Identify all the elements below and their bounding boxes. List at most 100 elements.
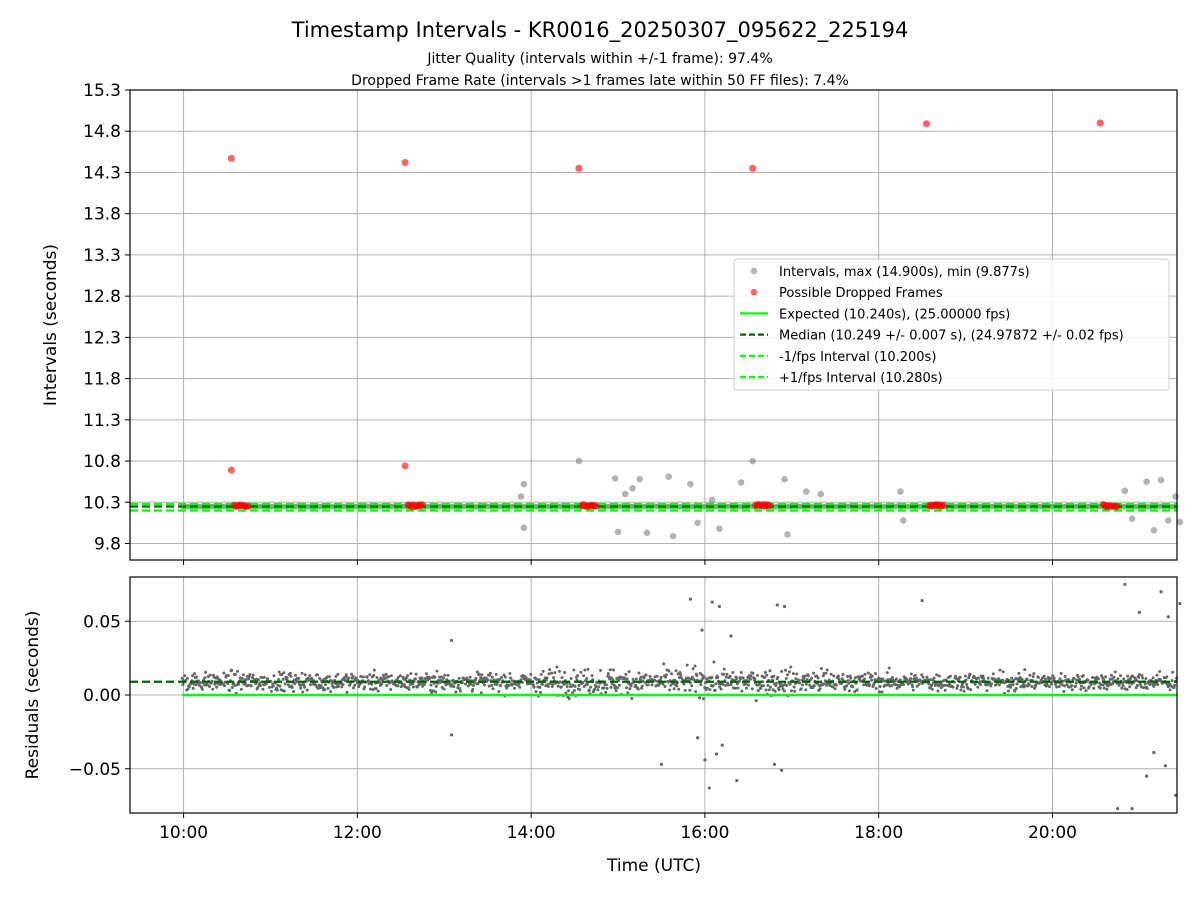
residual-point — [395, 678, 399, 682]
residual-point — [959, 688, 963, 692]
residual-point — [428, 676, 432, 680]
residual-point — [644, 673, 648, 677]
residual-point — [293, 682, 297, 686]
residual-point — [694, 689, 698, 693]
residual-point — [928, 678, 932, 682]
residual-point — [951, 685, 955, 689]
residual-point — [774, 684, 778, 688]
residual-point — [563, 671, 567, 675]
top-y-tick-label: 13.8 — [83, 205, 121, 225]
residual-point — [336, 672, 340, 676]
residual-point — [976, 676, 980, 680]
residual-point — [334, 674, 338, 678]
residual-point — [1156, 682, 1160, 686]
residual-point — [1143, 682, 1147, 686]
residual-point — [855, 688, 859, 692]
residual-point — [359, 674, 363, 678]
residual-point — [634, 683, 638, 687]
interval-outlier-point — [520, 524, 528, 532]
residual-point — [894, 677, 898, 681]
residual-point — [786, 673, 790, 677]
residual-point — [725, 672, 729, 676]
residual-point — [1091, 676, 1095, 680]
residual-point — [380, 678, 384, 682]
residual-point — [1062, 689, 1066, 693]
residual-point — [1081, 673, 1085, 677]
residual-point — [608, 668, 612, 672]
residual-point — [637, 671, 641, 675]
residual-point — [248, 673, 252, 677]
residual-point — [579, 670, 583, 674]
residual-point — [303, 685, 307, 689]
residual-point — [847, 681, 851, 685]
residual-point — [433, 675, 437, 679]
residual-point — [411, 685, 415, 689]
residual-point — [578, 688, 582, 692]
residual-point — [602, 686, 606, 690]
residual-point — [375, 676, 379, 680]
residual-point — [798, 681, 802, 685]
top-panel-data — [130, 119, 1184, 540]
residual-point — [352, 686, 356, 690]
residual-point — [890, 675, 894, 679]
residual-point — [1010, 676, 1014, 680]
residual-point — [685, 663, 689, 667]
residual-point — [269, 679, 273, 683]
residual-point — [1125, 687, 1129, 691]
legend-label: Median (10.249 +/- 0.007 s), (24.97872 +… — [779, 329, 1124, 344]
residual-point — [784, 676, 788, 680]
residual-point — [920, 673, 924, 677]
residual-point — [226, 673, 230, 677]
residual-point — [558, 680, 562, 684]
residual-point — [868, 683, 872, 687]
residual-point — [191, 686, 195, 690]
residual-point — [409, 672, 413, 676]
residual-point — [380, 682, 384, 686]
residual-point — [728, 674, 732, 678]
residual-point — [986, 676, 990, 680]
residual-point — [596, 688, 600, 692]
residual-point — [841, 673, 845, 677]
residual-point — [535, 677, 539, 681]
residual-point — [507, 684, 511, 688]
x-tick-label: 18:00 — [854, 823, 903, 843]
residual-point — [278, 684, 282, 688]
residual-point — [198, 681, 202, 685]
residual-point — [193, 672, 197, 676]
legend-label: Expected (10.240s), (25.00000 fps) — [779, 307, 1010, 322]
residual-point — [1082, 686, 1086, 690]
residual-point — [236, 669, 240, 673]
residual-point — [294, 673, 298, 677]
residual-point — [1128, 685, 1132, 689]
residual-point — [1061, 679, 1065, 683]
residual-point — [773, 689, 777, 693]
residual-point — [825, 668, 829, 672]
residual-point — [768, 669, 772, 673]
residual-point — [314, 683, 318, 687]
interval-outlier-point — [694, 519, 701, 527]
residual-point — [655, 674, 659, 678]
residual-point — [486, 678, 490, 682]
residual-point — [290, 685, 294, 689]
residual-point — [1006, 689, 1010, 693]
residual-point — [564, 691, 568, 695]
top-y-tick-label: 13.3 — [83, 246, 121, 266]
residual-point — [497, 677, 501, 681]
residual-point — [254, 682, 258, 686]
residual-point — [556, 684, 560, 688]
residual-point — [701, 697, 705, 701]
residual-point — [1079, 684, 1083, 688]
interval-outlier-point — [1165, 517, 1172, 524]
residual-outlier-point — [720, 743, 724, 747]
residual-point — [508, 671, 512, 675]
residual-point — [545, 676, 549, 680]
residual-point — [585, 676, 589, 680]
residual-point — [1117, 683, 1121, 687]
residual-point — [863, 672, 867, 676]
residual-point — [194, 675, 198, 679]
residual-point — [477, 672, 481, 676]
residual-point — [329, 689, 333, 693]
residual-point — [802, 676, 806, 680]
residual-point — [643, 680, 647, 684]
residual-point — [722, 672, 726, 676]
